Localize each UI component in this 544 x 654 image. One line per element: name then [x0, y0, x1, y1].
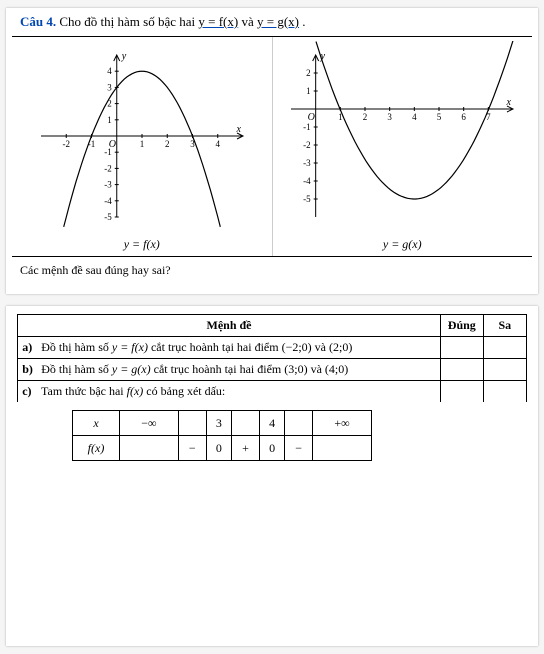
- row-text-pre: Đồ thị hàm số: [41, 340, 112, 354]
- cell-b: b) Đồ thị hàm số y = g(x) cắt trục hoành…: [18, 359, 441, 381]
- row-label: a): [22, 340, 38, 355]
- svg-text:-5: -5: [104, 212, 112, 222]
- chart-left-cell: -2-11234-5-4-3-2-11234xyO y = f(x): [12, 37, 272, 256]
- sign-x-cell: [285, 411, 313, 436]
- sign-x-cell: [231, 411, 259, 436]
- header-dung: Đúng: [440, 315, 483, 337]
- sign-row-x: x −∞ 3 4 +∞: [73, 411, 372, 436]
- question-heading: Câu 4. Cho đồ thị hàm số bậc hai y = f(x…: [12, 12, 532, 37]
- svg-text:-2: -2: [303, 140, 311, 150]
- svg-text:-3: -3: [303, 158, 311, 168]
- prompt-suffix: .: [302, 14, 305, 29]
- svg-text:5: 5: [437, 112, 442, 122]
- sign-row-fx: f(x) − 0 + 0 −: [73, 436, 372, 461]
- svg-text:1: 1: [107, 115, 112, 125]
- row-text-mid: cắt trục hoành tại hai điểm: [154, 362, 285, 376]
- row-label: c): [22, 384, 38, 399]
- svg-text:4: 4: [412, 112, 417, 122]
- svg-text:-4: -4: [303, 176, 311, 186]
- question-prompt: Các mệnh đề sau đúng hay sai?: [12, 257, 532, 282]
- chart-left-label: y = f(x): [14, 237, 270, 252]
- cell-sai[interactable]: [483, 381, 526, 403]
- sign-x-cell: [178, 411, 206, 436]
- svg-text:2: 2: [165, 139, 170, 149]
- page-1: Câu 4. Cho đồ thị hàm số bậc hai y = f(x…: [6, 8, 538, 294]
- svg-text:x: x: [506, 97, 512, 108]
- svg-text:O: O: [109, 139, 116, 150]
- chart-right: 1234567-5-4-3-2-112xyO: [277, 41, 527, 231]
- svg-text:3: 3: [388, 112, 393, 122]
- svg-text:3: 3: [107, 82, 112, 92]
- sign-table: x −∞ 3 4 +∞ f(x) − 0 + 0 −: [72, 410, 372, 461]
- cell-sai[interactable]: [483, 337, 526, 359]
- svg-text:-3: -3: [104, 180, 112, 190]
- svg-text:2: 2: [306, 68, 311, 78]
- page-2: Mệnh đề Đúng Sa a) Đồ thị hàm số y = f(x…: [6, 306, 538, 646]
- sign-x-label: x: [73, 411, 120, 436]
- svg-text:4: 4: [107, 66, 112, 76]
- fx-eq: y = f(x): [198, 14, 238, 29]
- cell-dung[interactable]: [440, 359, 483, 381]
- row-fx: y = f(x): [112, 340, 148, 354]
- svg-text:x: x: [235, 124, 241, 135]
- prompt-text-1: Cho đồ thị hàm số bậc hai: [59, 14, 198, 29]
- chart-right-cell: 1234567-5-4-3-2-112xyO y = g(x): [272, 37, 533, 256]
- svg-text:1: 1: [306, 86, 311, 96]
- row-fx: y = g(x): [112, 362, 151, 376]
- sign-x-cell: +∞: [313, 411, 372, 436]
- sign-fx-cell: [313, 436, 372, 461]
- sign-fx-cell: −: [178, 436, 206, 461]
- chart-left: -2-11234-5-4-3-2-11234xyO: [27, 41, 257, 231]
- cell-dung[interactable]: [440, 381, 483, 403]
- cell-a: a) Đồ thị hàm số y = f(x) cắt trục hoành…: [18, 337, 441, 359]
- question-number: Câu 4.: [20, 14, 56, 29]
- row-pts: (−2;0) và (2;0): [282, 340, 353, 354]
- cell-sai[interactable]: [483, 359, 526, 381]
- row-pts: (3;0) và (4;0): [284, 362, 348, 376]
- table-header-row: Mệnh đề Đúng Sa: [18, 315, 527, 337]
- row-text-mid: có bảng xét dấu:: [146, 384, 225, 398]
- row-text-pre: Đồ thị hàm số: [41, 362, 112, 376]
- svg-text:-1: -1: [303, 122, 311, 132]
- sign-fx-cell: [120, 436, 179, 461]
- svg-text:2: 2: [363, 112, 368, 122]
- chart-right-label: y = g(x): [275, 237, 531, 252]
- row-text-pre: Tam thức bậc hai: [41, 384, 127, 398]
- table-row: b) Đồ thị hàm số y = g(x) cắt trục hoành…: [18, 359, 527, 381]
- svg-text:y: y: [121, 51, 127, 62]
- charts-row: -2-11234-5-4-3-2-11234xyO y = f(x) 12345…: [12, 37, 532, 257]
- sign-x-cell: 4: [259, 411, 284, 436]
- cell-c: c) Tam thức bậc hai f(x) có bảng xét dấu…: [18, 381, 441, 403]
- gx-eq: y = g(x): [257, 14, 299, 29]
- sign-fx-cell: 0: [259, 436, 284, 461]
- svg-text:O: O: [308, 112, 315, 123]
- table-row: c) Tam thức bậc hai f(x) có bảng xét dấu…: [18, 381, 527, 403]
- svg-text:1: 1: [140, 139, 145, 149]
- sign-x-cell: 3: [206, 411, 231, 436]
- header-sai: Sa: [483, 315, 526, 337]
- svg-text:-4: -4: [104, 196, 112, 206]
- row-fx: f(x): [127, 384, 144, 398]
- svg-text:-2: -2: [104, 163, 112, 173]
- header-menhde: Mệnh đề: [18, 315, 441, 337]
- statements-table: Mệnh đề Đúng Sa a) Đồ thị hàm số y = f(x…: [17, 314, 527, 402]
- row-label: b): [22, 362, 38, 377]
- svg-text:6: 6: [462, 112, 467, 122]
- svg-text:4: 4: [215, 139, 220, 149]
- cell-dung[interactable]: [440, 337, 483, 359]
- sign-x-cell: −∞: [120, 411, 179, 436]
- sign-fx-cell: +: [231, 436, 259, 461]
- row-text-mid: cắt trục hoành tại hai điểm: [151, 340, 282, 354]
- sign-fx-label: f(x): [73, 436, 120, 461]
- and-word: và: [241, 14, 257, 29]
- svg-text:-2: -2: [62, 139, 70, 149]
- svg-text:-5: -5: [303, 194, 311, 204]
- sign-fx-cell: −: [285, 436, 313, 461]
- sign-fx-cell: 0: [206, 436, 231, 461]
- table-row: a) Đồ thị hàm số y = f(x) cắt trục hoành…: [18, 337, 527, 359]
